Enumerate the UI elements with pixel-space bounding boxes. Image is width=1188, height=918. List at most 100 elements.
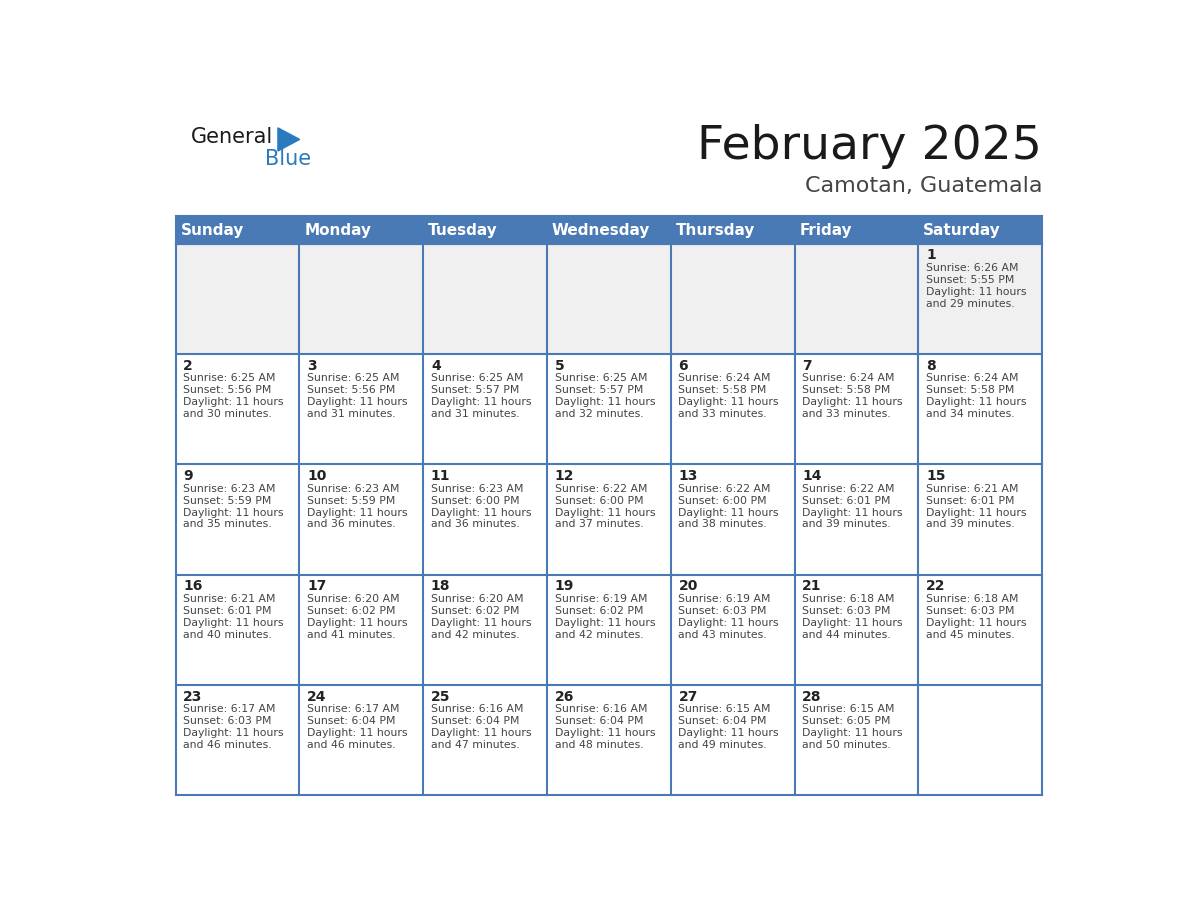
Bar [795, 575, 918, 685]
Text: 3: 3 [308, 359, 317, 373]
Bar [176, 354, 299, 465]
Bar [918, 685, 1042, 796]
Text: Sunrise: 6:19 AM: Sunrise: 6:19 AM [678, 594, 771, 604]
Text: and 36 minutes.: and 36 minutes. [308, 520, 396, 530]
Text: Daylight: 11 hours: Daylight: 11 hours [555, 728, 656, 738]
Text: Sunrise: 6:21 AM: Sunrise: 6:21 AM [927, 484, 1018, 494]
Text: Daylight: 11 hours: Daylight: 11 hours [555, 397, 656, 408]
Bar [795, 354, 918, 465]
Text: Daylight: 11 hours: Daylight: 11 hours [802, 508, 903, 518]
Text: and 44 minutes.: and 44 minutes. [802, 630, 891, 640]
Text: Daylight: 11 hours: Daylight: 11 hours [927, 508, 1026, 518]
Text: and 48 minutes.: and 48 minutes. [555, 740, 644, 750]
Text: 24: 24 [308, 689, 327, 704]
Text: Sunset: 6:02 PM: Sunset: 6:02 PM [308, 606, 396, 616]
Text: and 36 minutes.: and 36 minutes. [431, 520, 519, 530]
Text: Daylight: 11 hours: Daylight: 11 hours [308, 618, 407, 628]
Text: Daylight: 11 hours: Daylight: 11 hours [927, 286, 1026, 297]
Bar [671, 465, 795, 575]
Text: 16: 16 [183, 579, 203, 593]
Text: Sunrise: 6:24 AM: Sunrise: 6:24 AM [927, 374, 1018, 384]
Bar [671, 685, 795, 796]
Text: Sunrise: 6:19 AM: Sunrise: 6:19 AM [555, 594, 647, 604]
Text: 4: 4 [431, 359, 441, 373]
Text: Tuesday: Tuesday [428, 222, 498, 238]
Text: and 50 minutes.: and 50 minutes. [802, 740, 891, 750]
Bar [299, 354, 423, 465]
Text: Sunset: 6:05 PM: Sunset: 6:05 PM [802, 716, 891, 726]
Text: Sunset: 6:01 PM: Sunset: 6:01 PM [802, 496, 891, 506]
Text: Sunrise: 6:25 AM: Sunrise: 6:25 AM [308, 374, 399, 384]
Text: 6: 6 [678, 359, 688, 373]
Bar [176, 685, 299, 796]
Text: and 41 minutes.: and 41 minutes. [308, 630, 396, 640]
Text: Sunset: 6:00 PM: Sunset: 6:00 PM [555, 496, 644, 506]
Text: Monday: Monday [304, 222, 372, 238]
Text: Sunset: 6:03 PM: Sunset: 6:03 PM [183, 716, 272, 726]
Bar [918, 244, 1042, 354]
Text: and 31 minutes.: and 31 minutes. [431, 409, 519, 420]
Text: 9: 9 [183, 469, 192, 483]
Text: Daylight: 11 hours: Daylight: 11 hours [308, 397, 407, 408]
Text: and 29 minutes.: and 29 minutes. [927, 299, 1015, 308]
Text: Daylight: 11 hours: Daylight: 11 hours [431, 618, 531, 628]
Text: Sunrise: 6:15 AM: Sunrise: 6:15 AM [802, 704, 895, 714]
Bar [671, 244, 795, 354]
Bar [176, 575, 299, 685]
Text: Sunrise: 6:25 AM: Sunrise: 6:25 AM [431, 374, 524, 384]
Text: Daylight: 11 hours: Daylight: 11 hours [183, 618, 284, 628]
Text: Sunset: 6:04 PM: Sunset: 6:04 PM [678, 716, 767, 726]
Bar [795, 465, 918, 575]
Text: Daylight: 11 hours: Daylight: 11 hours [431, 728, 531, 738]
Text: 8: 8 [927, 359, 936, 373]
Text: Daylight: 11 hours: Daylight: 11 hours [678, 618, 779, 628]
Text: 10: 10 [308, 469, 327, 483]
Text: 7: 7 [802, 359, 811, 373]
Bar [671, 217, 795, 244]
Text: February 2025: February 2025 [697, 124, 1042, 169]
Text: Sunset: 6:01 PM: Sunset: 6:01 PM [183, 606, 272, 616]
Text: 26: 26 [555, 689, 574, 704]
Text: Saturday: Saturday [923, 222, 1001, 238]
Text: and 39 minutes.: and 39 minutes. [927, 520, 1015, 530]
Text: and 42 minutes.: and 42 minutes. [555, 630, 644, 640]
Text: Sunset: 6:04 PM: Sunset: 6:04 PM [431, 716, 519, 726]
Text: and 46 minutes.: and 46 minutes. [183, 740, 272, 750]
Text: Daylight: 11 hours: Daylight: 11 hours [183, 397, 284, 408]
Text: Daylight: 11 hours: Daylight: 11 hours [308, 728, 407, 738]
Bar [795, 217, 918, 244]
Text: Sunrise: 6:25 AM: Sunrise: 6:25 AM [555, 374, 647, 384]
Text: and 38 minutes.: and 38 minutes. [678, 520, 767, 530]
Text: Camotan, Guatemala: Camotan, Guatemala [804, 175, 1042, 196]
Text: Thursday: Thursday [676, 222, 756, 238]
Text: Sunrise: 6:22 AM: Sunrise: 6:22 AM [678, 484, 771, 494]
Text: 22: 22 [927, 579, 946, 593]
Text: 25: 25 [431, 689, 450, 704]
Text: Sunset: 6:00 PM: Sunset: 6:00 PM [431, 496, 519, 506]
Bar [795, 685, 918, 796]
Bar [918, 465, 1042, 575]
Text: Daylight: 11 hours: Daylight: 11 hours [183, 728, 284, 738]
Text: and 43 minutes.: and 43 minutes. [678, 630, 767, 640]
Bar [176, 465, 299, 575]
Text: and 34 minutes.: and 34 minutes. [927, 409, 1015, 420]
Text: Friday: Friday [800, 222, 852, 238]
Text: and 32 minutes.: and 32 minutes. [555, 409, 644, 420]
Bar [176, 217, 299, 244]
Text: Sunset: 5:58 PM: Sunset: 5:58 PM [678, 386, 767, 396]
Text: and 42 minutes.: and 42 minutes. [431, 630, 519, 640]
Text: Daylight: 11 hours: Daylight: 11 hours [431, 397, 531, 408]
Text: Sunrise: 6:22 AM: Sunrise: 6:22 AM [802, 484, 895, 494]
Text: Daylight: 11 hours: Daylight: 11 hours [927, 618, 1026, 628]
Text: Sunrise: 6:20 AM: Sunrise: 6:20 AM [431, 594, 524, 604]
Text: Sunrise: 6:16 AM: Sunrise: 6:16 AM [431, 704, 524, 714]
Text: Sunrise: 6:15 AM: Sunrise: 6:15 AM [678, 704, 771, 714]
Text: Sunset: 6:04 PM: Sunset: 6:04 PM [308, 716, 396, 726]
Bar [918, 217, 1042, 244]
Text: Sunset: 6:03 PM: Sunset: 6:03 PM [678, 606, 767, 616]
Bar [546, 685, 671, 796]
Text: Sunrise: 6:20 AM: Sunrise: 6:20 AM [308, 594, 400, 604]
Text: Sunrise: 6:17 AM: Sunrise: 6:17 AM [308, 704, 399, 714]
Bar [299, 244, 423, 354]
Bar [423, 465, 546, 575]
